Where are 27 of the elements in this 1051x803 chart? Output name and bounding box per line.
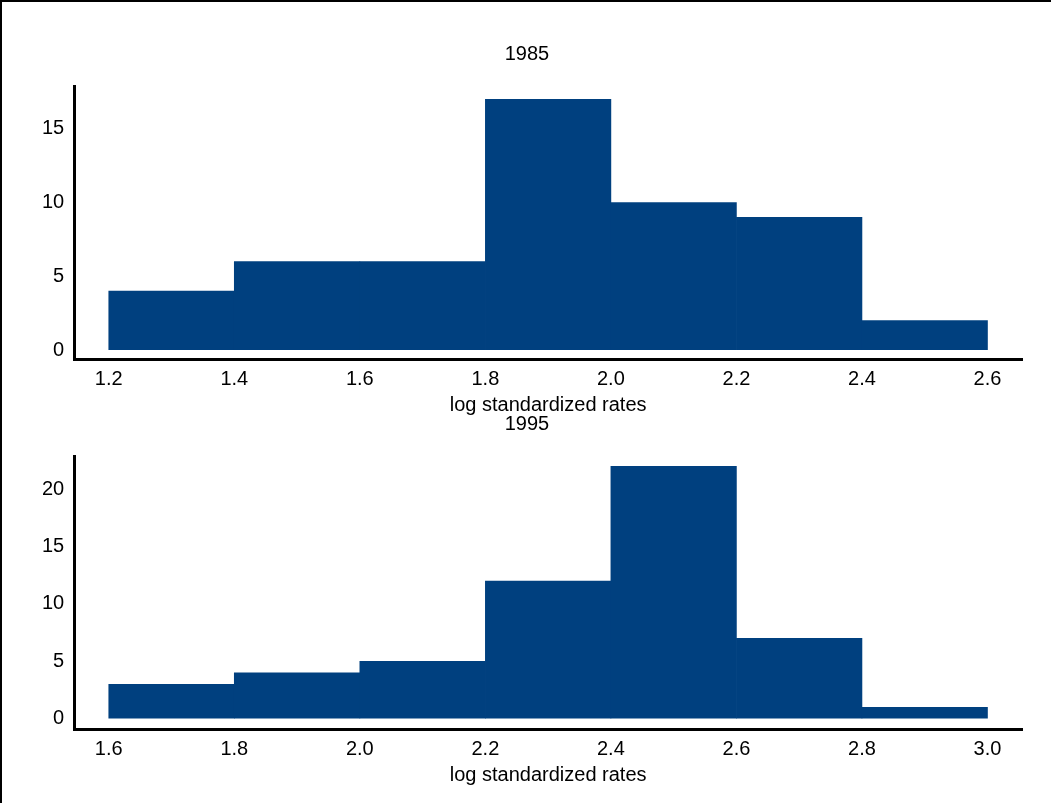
y-tick-label: 0 <box>53 337 65 360</box>
x-tick-label: 1.2 <box>94 366 123 389</box>
y-tick-label: 10 <box>42 591 65 614</box>
x-tick-label: 1.8 <box>220 736 249 759</box>
x-tick-label: 3.0 <box>973 736 1002 759</box>
x-tick-label: 1.6 <box>94 736 123 759</box>
x-tick-label: 2.8 <box>848 736 876 759</box>
x-tick-label: 2.6 <box>722 736 751 759</box>
x-tick-label: 2.0 <box>596 366 625 389</box>
x-tick-label: 2.0 <box>345 736 374 759</box>
y-tick-label: 5 <box>53 648 65 671</box>
y-tick-label: 10 <box>42 190 65 213</box>
x-axis-title: log standardized rates <box>449 762 647 785</box>
x-tick-label: 2.4 <box>848 366 876 389</box>
x-tick-label: 1.8 <box>471 366 500 389</box>
chart-title: 1985 <box>504 41 550 64</box>
x-tick-label: 1.6 <box>345 366 374 389</box>
y-tick-label: 5 <box>53 263 65 286</box>
y-tick-label: 15 <box>42 116 65 139</box>
x-tick-label: 2.2 <box>722 366 751 389</box>
x-tick-label: 2.4 <box>596 736 625 759</box>
y-tick-label: 0 <box>53 706 65 729</box>
x-tick-label: 2.2 <box>471 736 500 759</box>
y-tick-label: 15 <box>42 534 65 557</box>
x-tick-label: 1.4 <box>220 366 249 389</box>
x-tick-label: 2.6 <box>973 366 1002 389</box>
y-tick-label: 20 <box>42 476 65 499</box>
